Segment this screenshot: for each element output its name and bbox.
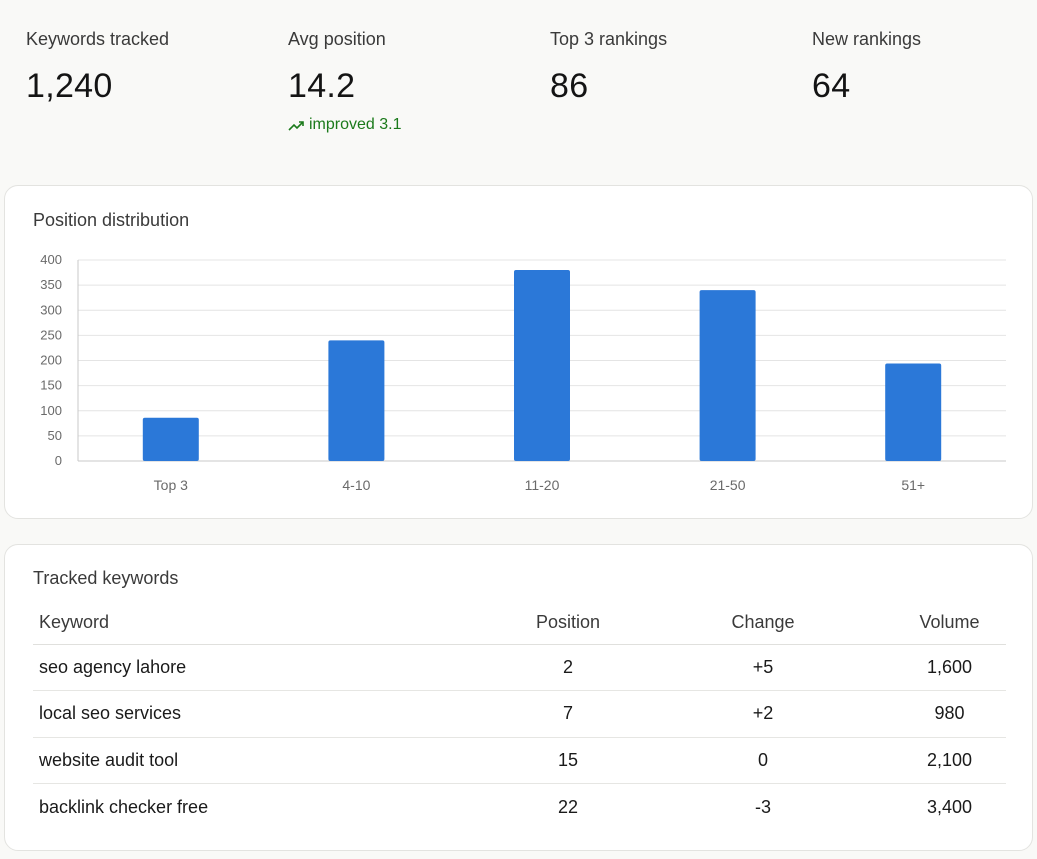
change-cell: +2 xyxy=(633,690,893,738)
y-tick-label: 100 xyxy=(40,403,62,418)
position-cell: 15 xyxy=(503,737,633,784)
y-tick-label: 250 xyxy=(40,327,62,342)
stat-value: 86 xyxy=(550,67,589,105)
keyword-cell: local seo services xyxy=(33,690,503,738)
stat-value: 14.2 xyxy=(288,67,356,105)
y-tick-label: 50 xyxy=(48,428,62,443)
y-tick-label: 0 xyxy=(55,453,62,468)
bar xyxy=(142,417,199,461)
card-title: Position distribution xyxy=(33,210,190,230)
change-cell: +5 xyxy=(633,644,893,691)
table-header-row: Keyword Position Change Volume xyxy=(33,602,1006,645)
y-tick-label: 350 xyxy=(40,277,62,292)
position-distribution-card: Position distribution 0 50 100 150 200 250 300… xyxy=(4,185,1033,519)
stat-value: 1,240 xyxy=(26,67,113,105)
stat-top3-rankings: Top 3 rankings 86 xyxy=(550,28,667,104)
volume-cell: 2,100 xyxy=(893,737,1006,784)
trending-up-icon xyxy=(288,121,304,131)
position-cell: 2 xyxy=(503,644,633,691)
volume-cell: 980 xyxy=(893,690,1006,738)
keyword-cell: website audit tool xyxy=(33,737,503,784)
position-distribution-chart: 0 50 100 150 200 250 300 350 400 Top 3 4-10 11-20 21… xyxy=(40,252,1006,493)
y-tick-label: 200 xyxy=(40,353,62,368)
position-cell: 22 xyxy=(557,796,579,817)
stat-label: Keywords tracked xyxy=(26,29,170,49)
column-header-volume[interactable]: Volume xyxy=(893,602,1006,645)
stat-new-rankings: New rankings 64 xyxy=(812,28,921,104)
keywords-table: Keyword Position Change Volume seo agenc… xyxy=(33,602,1006,830)
x-tick-label: 51+ xyxy=(901,477,925,493)
bar xyxy=(514,270,570,461)
stat-label: New rankings xyxy=(812,29,922,49)
x-tick-label: 21-50 xyxy=(710,477,746,493)
bar xyxy=(328,340,385,461)
change-cell: -3 xyxy=(754,796,771,817)
keyword-cell: seo agency lahore xyxy=(33,644,503,691)
stat-label: Top 3 rankings xyxy=(550,29,668,49)
y-tick-label: 150 xyxy=(40,378,62,393)
volume-cell: 1,600 xyxy=(893,644,1006,691)
column-header-change[interactable]: Change xyxy=(633,602,893,645)
volume-cell: 3,400 xyxy=(926,796,973,817)
stats-row: Keywords tracked 1,240 Avg position 14.2… xyxy=(0,0,1037,160)
table-row[interactable]: backlink checker free 22 -3 3,400 xyxy=(33,784,1006,831)
keyword-cell: backlink checker free xyxy=(39,796,209,817)
column-header-position[interactable]: Position xyxy=(503,602,633,645)
table-row[interactable]: website audit tool 15 0 2,100 xyxy=(33,737,1006,784)
stat-label: Avg position xyxy=(288,29,386,49)
tracked-keywords-card: Tracked keywords Keyword Position Change… xyxy=(4,544,1033,851)
stat-delta: improved 3.1 xyxy=(288,116,402,134)
bar xyxy=(885,363,942,461)
bar xyxy=(699,290,756,461)
position-cell: 7 xyxy=(503,690,633,738)
table-row[interactable]: local seo services 7 +2 980 xyxy=(33,690,1006,738)
y-tick-label: 400 xyxy=(40,252,62,267)
stat-value: 64 xyxy=(812,67,851,105)
stat-keywords-tracked: Keywords tracked 1,240 xyxy=(26,28,169,104)
stat-delta-text: improved 3.1 xyxy=(309,116,402,133)
change-cell: 0 xyxy=(633,737,893,784)
x-tick-label: 11-20 xyxy=(525,477,560,493)
x-tick-label: Top 3 xyxy=(154,477,188,493)
table-row[interactable]: seo agency lahore 2 +5 1,600 xyxy=(33,644,1006,691)
y-tick-label: 300 xyxy=(40,302,62,317)
x-tick-label: 4-10 xyxy=(342,477,370,493)
card-title: Tracked keywords xyxy=(33,568,179,588)
stat-avg-position: Avg position 14.2 improved 3.1 xyxy=(288,28,402,134)
column-header-keyword[interactable]: Keyword xyxy=(33,602,503,645)
